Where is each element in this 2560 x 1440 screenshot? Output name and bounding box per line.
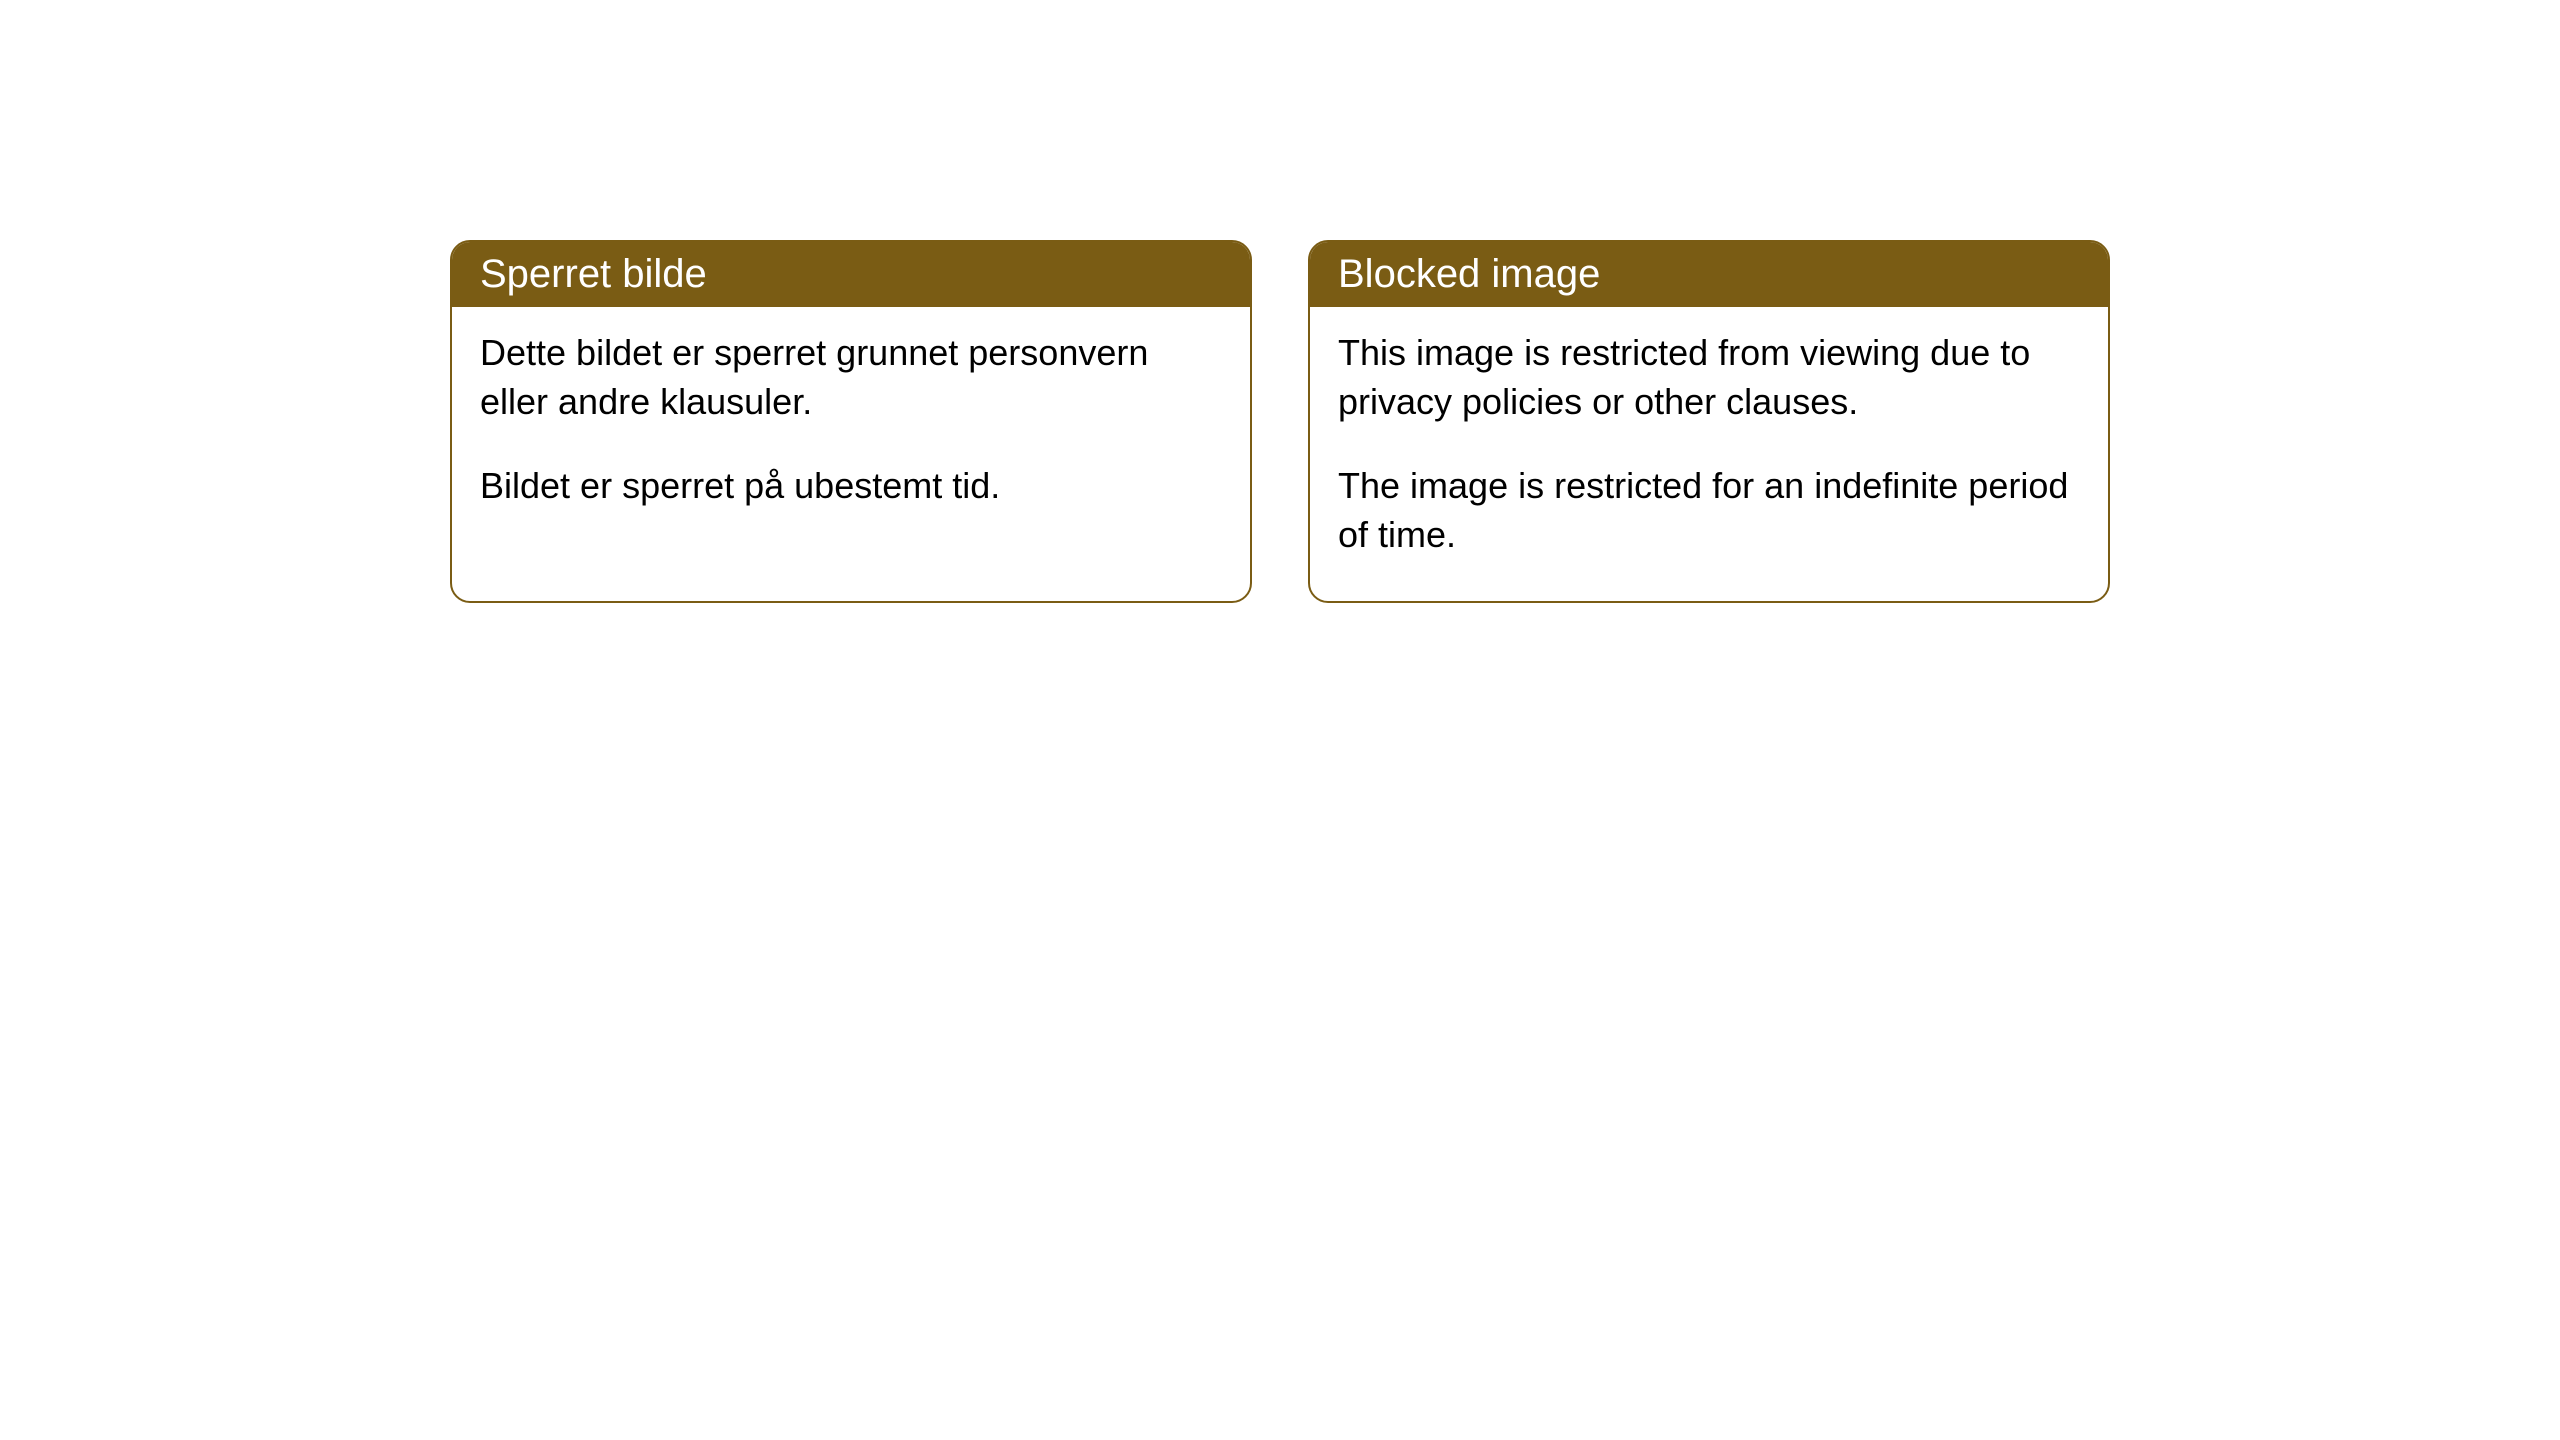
card-paragraph: The image is restricted for an indefinit… <box>1338 462 2080 559</box>
card-paragraph: Dette bildet er sperret grunnet personve… <box>480 329 1222 426</box>
card-paragraph: Bildet er sperret på ubestemt tid. <box>480 462 1222 511</box>
card-title: Sperret bilde <box>480 252 707 296</box>
blocked-image-card-english: Blocked image This image is restricted f… <box>1308 240 2110 603</box>
card-title: Blocked image <box>1338 252 1600 296</box>
card-body: Dette bildet er sperret grunnet personve… <box>452 307 1250 553</box>
notice-container: Sperret bilde Dette bildet er sperret gr… <box>0 0 2560 603</box>
card-body: This image is restricted from viewing du… <box>1310 307 2108 601</box>
blocked-image-card-norwegian: Sperret bilde Dette bildet er sperret gr… <box>450 240 1252 603</box>
card-header: Blocked image <box>1310 242 2108 307</box>
card-header: Sperret bilde <box>452 242 1250 307</box>
card-paragraph: This image is restricted from viewing du… <box>1338 329 2080 426</box>
